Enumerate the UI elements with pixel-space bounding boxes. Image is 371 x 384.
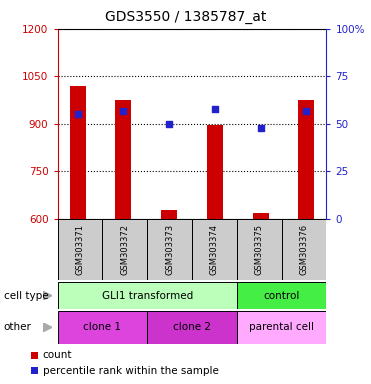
Bar [58,282,237,309]
Bar [30,367,38,374]
Text: GSM303373: GSM303373 [165,224,174,275]
Bar [298,100,314,219]
Bar [207,125,223,219]
Text: other: other [4,322,32,333]
Point [212,106,218,112]
Text: GSM303371: GSM303371 [75,224,85,275]
Bar [58,219,102,280]
Text: parental cell: parental cell [249,322,314,333]
Text: percentile rank within the sample: percentile rank within the sample [43,366,219,376]
Text: control: control [263,291,300,301]
Bar [237,282,326,309]
Point [121,108,127,114]
Bar [102,219,147,280]
Bar [70,86,86,219]
Bar [192,219,237,280]
Bar [161,210,177,219]
Text: GSM303376: GSM303376 [299,224,309,275]
Text: GLI1 transformed: GLI1 transformed [102,291,193,301]
Text: count: count [43,350,72,360]
Polygon shape [43,323,52,332]
Bar [253,213,269,219]
Text: clone 2: clone 2 [173,322,211,333]
Text: clone 1: clone 1 [83,322,121,333]
Bar [237,311,326,344]
Bar [147,219,192,280]
Text: GDS3550 / 1385787_at: GDS3550 / 1385787_at [105,10,266,23]
Bar [147,311,237,344]
Text: cell type: cell type [4,291,48,301]
Point [75,111,81,118]
Bar [58,311,147,344]
Bar [237,219,282,280]
Text: GSM303375: GSM303375 [255,224,264,275]
Bar [282,219,326,280]
Point [166,121,172,127]
Polygon shape [43,291,52,300]
Bar [115,100,131,219]
Text: GSM303374: GSM303374 [210,224,219,275]
Text: GSM303372: GSM303372 [120,224,129,275]
Point [257,124,263,131]
Point [303,108,309,114]
Bar [30,351,38,359]
